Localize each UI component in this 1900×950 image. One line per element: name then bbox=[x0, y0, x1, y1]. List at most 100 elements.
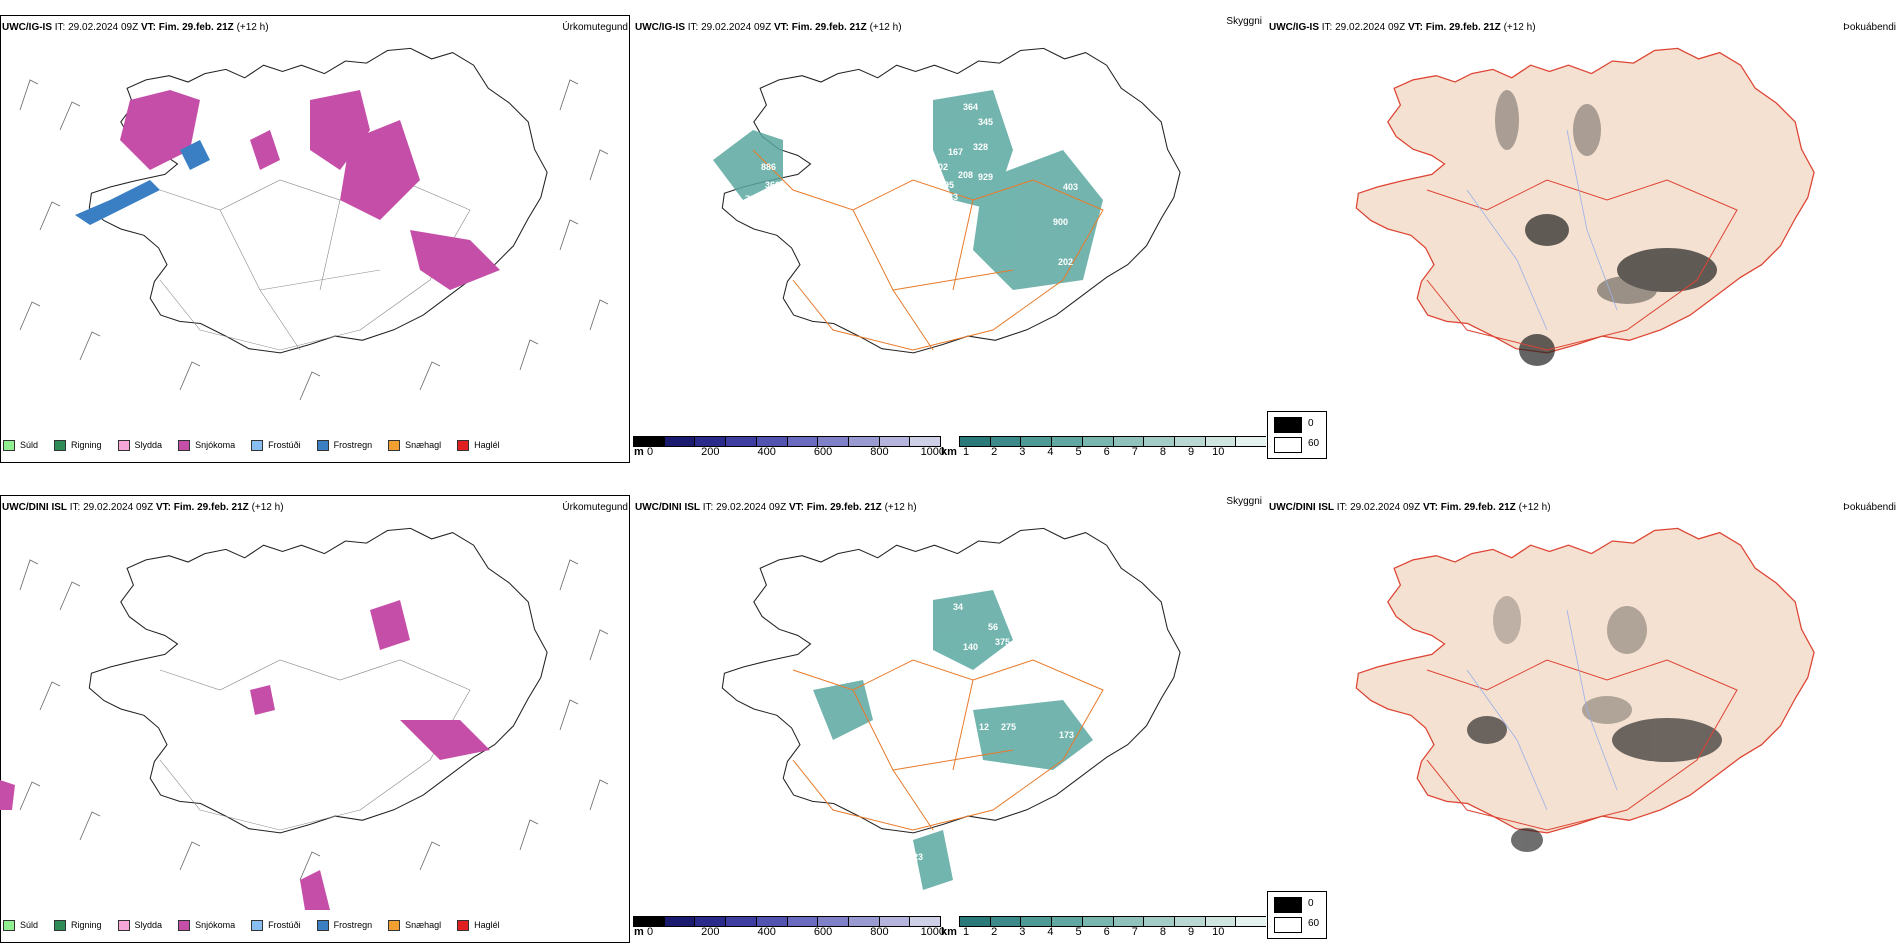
panel-label: Úrkomutegund bbox=[562, 502, 628, 513]
legend-item-rigning: Rigning bbox=[54, 919, 102, 931]
roads bbox=[1426, 179, 1738, 351]
legend-item-haglel: Haglél bbox=[457, 919, 500, 931]
vis-mark: 364 bbox=[963, 102, 978, 112]
fog-swatch-0 bbox=[1274, 417, 1302, 433]
visibility-bar-km bbox=[959, 916, 1266, 927]
visibility-bar-m bbox=[633, 436, 941, 447]
it-label: IT: bbox=[54, 22, 66, 33]
it-value: 29.02.2024 09Z bbox=[68, 22, 139, 33]
fog-value: 0 bbox=[1308, 418, 1314, 429]
vis-mark: 345 bbox=[978, 117, 993, 127]
vis-mark: 82 bbox=[693, 232, 703, 242]
swatch bbox=[251, 439, 264, 451]
visibility-panel: UWC/DINI ISL IT: 29.02.2024 09Z VT: Fim.… bbox=[633, 480, 1266, 950]
visibility-values: 34 56 375 140 794 450 791 12 275 173 432… bbox=[895, 602, 1110, 862]
visibility-panel: UWC/IG-IS IT: 29.02.2024 09Z VT: Fim. 29… bbox=[633, 0, 1266, 470]
vis-mark: 929 bbox=[978, 172, 993, 182]
panel-title: UWC/DINI ISL IT: 29.02.2024 09Z VT: Fim.… bbox=[1269, 502, 1551, 513]
vis-mark: 794 bbox=[895, 692, 910, 702]
panel-title: UWC/DINI ISL IT: 29.02.2024 09Z VT: Fim.… bbox=[2, 502, 284, 513]
fog-swatch-0 bbox=[1274, 897, 1302, 913]
fog-index-panel: UWC/DINI ISL IT: 29.02.2024 09Z VT: Fim.… bbox=[1267, 480, 1900, 950]
vis-mark: 328 bbox=[973, 142, 988, 152]
panel-title: UWC/IG-IS IT: 29.02.2024 09Z VT: Fim. 29… bbox=[2, 22, 269, 33]
visibility-values: 364 345 386 167 328 202 208 929 195 403 … bbox=[693, 102, 1103, 392]
swatch bbox=[178, 919, 191, 931]
precip-legend: Súld Rigning Slydda Snjókoma Frostúði Fr… bbox=[3, 918, 500, 932]
legend-item-frostregn: Frostregn bbox=[316, 439, 372, 451]
model-name: UWC/IG-IS bbox=[2, 22, 52, 33]
swatch bbox=[388, 919, 401, 931]
vis-mark: 900 bbox=[1053, 217, 1068, 227]
vis-mark: 18 bbox=[933, 382, 943, 392]
legend-item-sudd: Súld bbox=[3, 919, 38, 931]
swatch bbox=[251, 919, 264, 931]
unit-m: m bbox=[634, 446, 644, 458]
legend-item-frostregn: Frostregn bbox=[316, 919, 372, 931]
low-visibility-areas bbox=[813, 590, 1093, 890]
model-name: UWC/DINI ISL bbox=[2, 502, 67, 513]
fog-areas bbox=[1495, 90, 1717, 366]
vis-mark: 34 bbox=[953, 602, 963, 612]
vis-mark: 360 bbox=[765, 180, 780, 190]
panel-title: UWC/DINI ISL IT: 29.02.2024 09Z VT: Fim.… bbox=[635, 502, 917, 513]
vis-mark: 56 bbox=[988, 622, 998, 632]
fog-swatch-60 bbox=[1274, 437, 1302, 453]
swatch bbox=[117, 919, 130, 931]
swatch bbox=[54, 919, 67, 931]
swatch bbox=[3, 919, 15, 931]
panel-label: Skyggni bbox=[1226, 16, 1262, 27]
ticks-km: 1 2 3 4 5 6 7 8 9 10 bbox=[963, 446, 1225, 458]
vis-mark: 275 bbox=[1001, 722, 1016, 732]
swatch bbox=[316, 919, 329, 931]
panel-title: UWC/IG-IS IT: 29.02.2024 09Z VT: Fim. 29… bbox=[635, 22, 902, 33]
legend-item-sudd: Súld bbox=[3, 439, 38, 451]
vis-mark: 375 bbox=[995, 637, 1010, 647]
unit-km: km bbox=[941, 446, 957, 458]
lead-time: (+12 h) bbox=[236, 22, 269, 33]
vt-value: Fim. 29.feb. 21Z bbox=[158, 22, 234, 33]
fog-map bbox=[1355, 47, 1815, 366]
legend-item-slydda: Slydda bbox=[117, 439, 162, 451]
panel-label: Úrkomutegund bbox=[562, 22, 628, 33]
roads bbox=[159, 179, 471, 351]
vis-mark: 928 bbox=[1061, 292, 1076, 302]
ticks-m: 0 200 400 600 800 1000 bbox=[647, 926, 946, 938]
swatch bbox=[457, 919, 470, 931]
vis-mark: 791 bbox=[948, 717, 963, 727]
model-row-ig-is: UWC/IG-IS IT: 29.02.2024 09Z VT: Fim. 29… bbox=[0, 0, 1900, 470]
ticks-m: 0 200 400 600 800 1000 bbox=[647, 446, 946, 458]
vis-mark: 195 bbox=[939, 180, 954, 190]
roads bbox=[1426, 659, 1738, 831]
vis-mark: 167 bbox=[948, 147, 963, 157]
vis-mark: 183 bbox=[943, 192, 958, 202]
fog-legend: 0 60 bbox=[1267, 411, 1327, 459]
visibility-bar-km bbox=[959, 436, 1266, 447]
vis-mark: 432 bbox=[1095, 732, 1110, 742]
visibility-bar-m bbox=[633, 916, 941, 927]
vis-mark: 886 bbox=[761, 162, 776, 172]
precip-map bbox=[0, 527, 609, 910]
vis-mark: 12 bbox=[979, 722, 989, 732]
panel-label: Þokuábendi bbox=[1843, 502, 1896, 513]
vis-mark: 403 bbox=[1063, 182, 1078, 192]
legend-item-snjokoma: Snjókoma bbox=[178, 919, 235, 931]
wind-barbs bbox=[19, 559, 609, 881]
vis-mark: 140 bbox=[963, 642, 978, 652]
precip-type-panel: UWC/DINI ISL IT: 29.02.2024 09Z VT: Fim.… bbox=[0, 480, 632, 950]
fog-swatch-60 bbox=[1274, 917, 1302, 933]
legend-item-snaehagl: Snæhagl bbox=[388, 439, 441, 451]
vt-label: VT: bbox=[140, 22, 156, 33]
unit-m: m bbox=[634, 926, 644, 938]
legend-item-slydda: Slydda bbox=[117, 919, 162, 931]
swatch bbox=[117, 439, 130, 451]
fog-index-panel: UWC/IG-IS IT: 29.02.2024 09Z VT: Fim. 29… bbox=[1267, 0, 1900, 470]
fog-map bbox=[1355, 527, 1815, 852]
vis-mark: 208 bbox=[958, 170, 973, 180]
rivers bbox=[1466, 609, 1618, 811]
fog-value: 0 bbox=[1308, 898, 1314, 909]
legend-item-frostudi: Frostúði bbox=[251, 919, 301, 931]
fog-value: 60 bbox=[1308, 438, 1320, 449]
swatch bbox=[457, 439, 470, 451]
ticks-km: 1 2 3 4 5 6 7 8 9 10 bbox=[963, 926, 1225, 938]
